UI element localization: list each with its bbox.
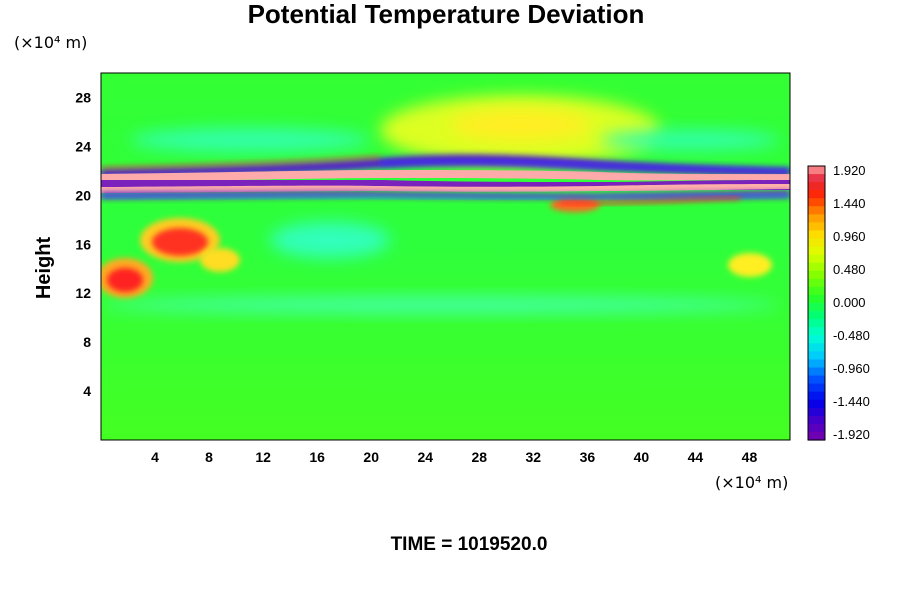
- heatmap-field: [101, 73, 790, 440]
- colorbar-swatch: [808, 182, 825, 191]
- colorbar-swatch: [808, 278, 825, 288]
- colorbar-swatch: [808, 303, 825, 312]
- colorbar-frame: [807, 165, 826, 441]
- colorbar-label: 0.000: [833, 295, 866, 310]
- colorbar-swatch: [808, 423, 825, 433]
- x-tick-label: 28: [471, 449, 487, 465]
- colorbar-swatch: [808, 343, 825, 352]
- field-warm-patch-d: [550, 198, 600, 212]
- colorbar-swatch: [808, 431, 825, 441]
- x-tick-label: 32: [526, 449, 542, 465]
- colorbar-label: 0.960: [833, 229, 866, 244]
- field-warm-strip-upper: [101, 156, 381, 169]
- x-tick-label: 4: [151, 449, 159, 465]
- plot-frame: [100, 72, 791, 441]
- x-tick-label: 24: [417, 449, 433, 465]
- colorbar-swatch: [808, 294, 825, 304]
- colorbar-swatch: [808, 359, 825, 369]
- colorbar-label: 1.920: [833, 163, 866, 178]
- y-tick-labels: 4 8 12 16 20 24 28: [75, 89, 91, 399]
- x-unit-label: (×10⁴ m): [715, 473, 788, 492]
- x-tick-label: 20: [363, 449, 379, 465]
- colorbar-labels: 1.920 1.440 0.960 0.480 0.000 -0.480 -0.960 -1.…: [833, 163, 870, 442]
- field-upper-cyan-right: [600, 130, 780, 150]
- chart-title: Potential Temperature Deviation: [248, 0, 645, 29]
- field-middle-cyan: [270, 222, 390, 258]
- colorbar-swatch: [808, 166, 825, 175]
- x-tick-label: 40: [634, 449, 650, 465]
- y-tick-label: 4: [83, 383, 91, 399]
- x-tick-label: 8: [205, 449, 213, 465]
- colorbar-swatch: [808, 383, 825, 393]
- colorbar-swatch: [808, 407, 825, 417]
- colorbar-swatch: [808, 222, 825, 232]
- colorbar-label: -1.440: [833, 394, 870, 409]
- colorbar-label: 0.480: [833, 262, 866, 277]
- field-warm-patch-c: [200, 248, 240, 272]
- field-upper-warm-band: [101, 170, 790, 182]
- colorbar-swatch: [808, 327, 825, 336]
- x-tick-label: 44: [688, 449, 704, 465]
- y-tick-label: 8: [83, 334, 91, 350]
- colorbar-swatch: [808, 214, 825, 224]
- colorbar-swatch: [808, 286, 825, 296]
- colorbar-swatch: [808, 415, 825, 425]
- field-warm-patch-b: [107, 268, 143, 292]
- colorbar-swatch: [808, 206, 825, 215]
- x-tick-labels: 4 8 12 16 20 24 28 32 36 40 44 48: [151, 449, 757, 465]
- colorbar-swatch: [808, 190, 825, 199]
- x-tick-label: 36: [580, 449, 596, 465]
- colorbar-swatch: [808, 367, 825, 377]
- y-tick-label: 28: [75, 89, 91, 105]
- colorbar-swatch: [808, 174, 825, 183]
- colorbar-swatch: [808, 335, 825, 344]
- colorbar-swatches: [808, 166, 825, 441]
- x-tick-label: 16: [309, 449, 325, 465]
- colorbar-label: -1.920: [833, 427, 870, 442]
- colorbar-swatch: [808, 351, 825, 361]
- y-tick-label: 16: [75, 236, 91, 252]
- y-tick-label: 24: [75, 138, 91, 154]
- field-cold-strip-upper: [379, 160, 790, 172]
- time-label: TIME = 1019520.0: [391, 534, 548, 555]
- colorbar-swatch: [808, 375, 825, 385]
- colorbar-swatch: [808, 262, 825, 272]
- field-warm-patch-a: [152, 228, 208, 256]
- y-unit-label: (×10⁴ m): [14, 33, 87, 52]
- colorbar: 1.920 1.440 0.960 0.480 0.000 -0.480 -0.960 -1.…: [807, 163, 870, 442]
- y-axis-label: Height: [33, 237, 55, 300]
- colorbar-swatch: [808, 319, 825, 328]
- colorbar-swatch: [808, 246, 825, 256]
- y-tick-label: 20: [75, 187, 91, 203]
- x-tick-label: 48: [742, 449, 758, 465]
- field-upper-yellow-core: [450, 109, 590, 141]
- colorbar-swatch: [808, 230, 825, 240]
- field-warm-patch-e: [728, 253, 772, 277]
- colorbar-label: -0.480: [833, 328, 870, 343]
- field-lower-band: [101, 297, 780, 313]
- colorbar-swatch: [808, 270, 825, 280]
- colorbar-swatch: [808, 311, 825, 320]
- x-tick-label: 12: [255, 449, 271, 465]
- field-warm-strip-lower: [559, 196, 741, 205]
- colorbar-swatch: [808, 254, 825, 264]
- field-cold-strip-lower: [101, 194, 790, 200]
- field-upper-cyan-left: [130, 128, 370, 152]
- field-lower-warm-band: [101, 184, 790, 193]
- colorbar-swatch: [808, 198, 825, 207]
- colorbar-swatch: [808, 391, 825, 401]
- colorbar-swatch: [808, 238, 825, 248]
- colorbar-swatch: [808, 399, 825, 409]
- colorbar-label: -0.960: [833, 361, 870, 376]
- y-tick-label: 12: [75, 285, 91, 301]
- colorbar-label: 1.440: [833, 196, 866, 211]
